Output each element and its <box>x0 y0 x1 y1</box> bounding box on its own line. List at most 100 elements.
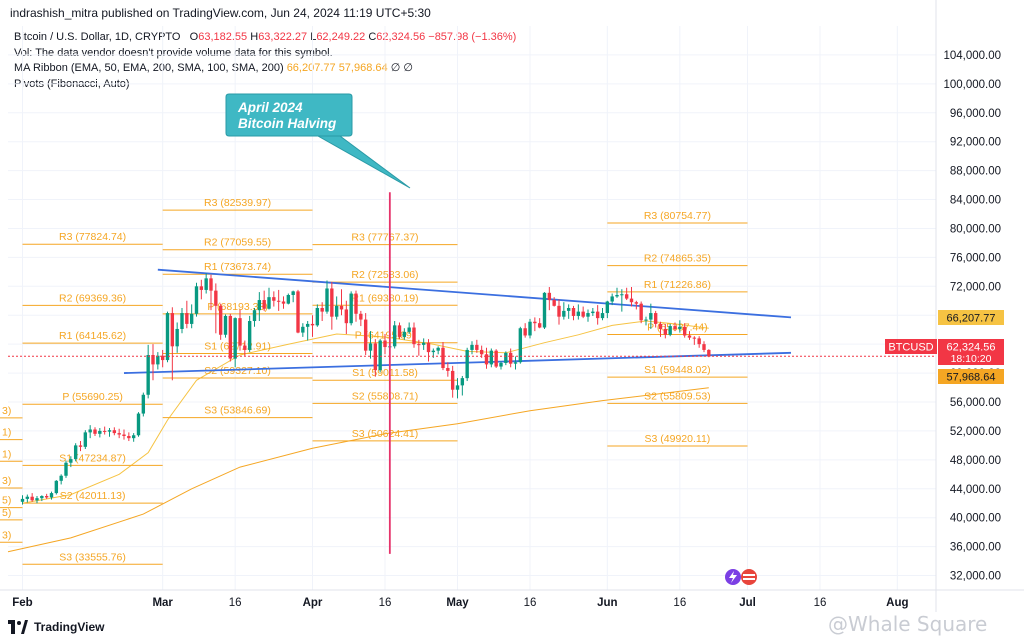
candle-body <box>344 309 349 324</box>
low-label: L <box>310 31 317 43</box>
candle-body <box>668 326 672 335</box>
candle-body <box>252 310 257 322</box>
candle-body <box>199 286 204 290</box>
candle-body <box>692 337 697 339</box>
ma-value-2: 57,968.64 <box>338 62 388 74</box>
ema50-badge-bg <box>938 310 1004 325</box>
candle-body <box>180 313 184 329</box>
candle-body <box>349 293 353 324</box>
pivot-label: S2 (55809.53) <box>644 390 711 402</box>
candle-body <box>460 378 465 386</box>
candle-body <box>479 349 484 355</box>
y-tick-label: 84,000.00 <box>950 195 1001 207</box>
us-flag-icon[interactable] <box>741 569 757 585</box>
pivot-label: S2 (55808.71) <box>352 390 419 402</box>
ema200-badge: 57,968.64 <box>938 369 1004 384</box>
y-tick-label: 104,000.00 <box>943 50 1001 62</box>
candle-body <box>542 292 547 328</box>
candle-body <box>40 496 44 499</box>
publisher-text: indrashish_mitra published on TradingVie… <box>10 6 431 20</box>
candle-body <box>69 459 73 463</box>
candle-body <box>513 362 518 364</box>
symbol-badge-text: BTCUSD <box>888 342 933 354</box>
y-tick-label: 88,000.00 <box>950 166 1001 178</box>
price-badge-text: 62,324.56 <box>947 342 996 354</box>
candle-body <box>489 350 494 365</box>
candle-body <box>291 291 295 295</box>
candle-body <box>682 326 687 336</box>
candle-body <box>697 338 701 345</box>
ma-value-4: ∅ <box>403 62 413 74</box>
candle-body <box>363 319 368 351</box>
pivot-label: R3 (82539.97) <box>204 197 271 209</box>
candle-body <box>441 347 445 369</box>
candle-body <box>634 302 639 304</box>
pivot-label: S3 (33555.76) <box>59 551 126 563</box>
candle-body <box>421 342 426 345</box>
candle-body <box>233 318 237 359</box>
countdown-badge-text: 18:10:20 <box>951 353 992 365</box>
candle-body <box>562 310 566 317</box>
candle-body <box>228 315 233 359</box>
candle-body <box>209 278 213 291</box>
pivot-label: R3 (77767.37) <box>351 232 418 244</box>
candle-body <box>663 328 668 335</box>
trendline <box>157 268 792 319</box>
candle-body <box>455 385 460 390</box>
candle-body <box>243 345 247 350</box>
candle-body <box>262 300 266 309</box>
pivot-label: S3 (53846.69) <box>204 405 271 417</box>
pivot-label: S2 (59327.10) <box>204 365 271 377</box>
candle-body <box>537 323 542 328</box>
candle-body <box>44 496 49 498</box>
pivot-label: S3 (50624.41) <box>352 428 419 440</box>
candle-body <box>504 352 508 363</box>
candle-body <box>499 362 503 367</box>
ma-value-3: ∅ <box>390 62 401 74</box>
candle-body <box>644 319 648 321</box>
symbol-name[interactable]: Bitcoin / U.S. Dollar, 1D, CRYPTO <box>14 31 181 43</box>
candle-body <box>301 326 305 333</box>
y-tick-label: 72,000.00 <box>950 281 1001 293</box>
candle-body <box>494 350 498 367</box>
trendline <box>123 351 792 374</box>
candle-body <box>639 303 643 321</box>
pivot-label: S1 (59448.02) <box>644 364 711 376</box>
pivot-label: S2 (42011.13) <box>60 490 126 502</box>
legend-vol-row[interactable]: Vol: The data vendor doesn't provide vol… <box>14 46 333 59</box>
tradingview-brand: TradingView <box>34 620 105 634</box>
candle-body <box>247 321 252 350</box>
candle-body <box>320 308 324 312</box>
ma-value-1: 66,207.77 <box>286 62 336 74</box>
x-tick-label: Feb <box>12 597 32 609</box>
candle-body <box>151 355 155 365</box>
candle-body <box>122 434 126 436</box>
x-tick-label: 16 <box>229 597 242 609</box>
pivot-edge-label: 3) <box>2 529 11 541</box>
candle-body <box>687 335 692 338</box>
candle-body <box>600 313 605 319</box>
y-tick-label: 100,000.00 <box>943 79 1001 91</box>
watermark: @Whale Square <box>828 612 988 636</box>
pivot-label: S1 (62712.91) <box>204 340 271 352</box>
tradingview-logo-icon <box>8 620 28 634</box>
candle-body <box>286 294 291 304</box>
high-value: 63,322.27 <box>258 31 308 43</box>
candle-body <box>131 435 136 439</box>
candle-body <box>156 355 160 365</box>
alert-icons[interactable] <box>725 569 757 585</box>
pivot-edge-label: 3) <box>2 405 11 417</box>
pivot-label: S3 (49920.11) <box>645 433 711 445</box>
candle-body <box>281 301 286 304</box>
candle-body <box>160 355 165 361</box>
time-axis[interactable]: Feb Mar 16 Apr 16 May 16 Jun 16 Jul 16 Aug <box>12 597 908 609</box>
candle-body <box>20 498 25 502</box>
legend-ma-row[interactable]: MA Ribbon (EMA, 50, EMA, 200, SMA, 100, … <box>14 61 516 77</box>
footer-brand[interactable]: TradingView <box>8 620 104 634</box>
y-tick-label: 36,000.00 <box>950 542 1001 554</box>
candle-body <box>339 305 344 310</box>
pivot-edge-label: 1) <box>2 427 11 439</box>
candle-body <box>73 445 78 460</box>
chart-grid <box>0 0 1024 612</box>
